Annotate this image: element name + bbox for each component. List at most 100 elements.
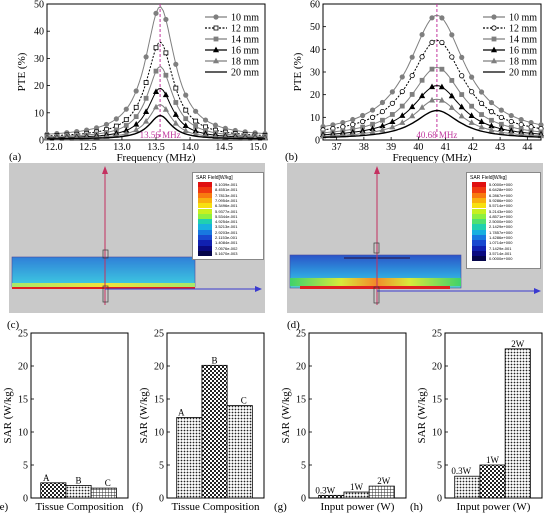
data-point <box>491 25 497 31</box>
legend-entry: 14 mm <box>205 35 259 46</box>
series-18-mm <box>319 96 545 139</box>
x-tick-label: 14.5 <box>215 142 233 153</box>
data-point <box>133 126 140 133</box>
series-line <box>323 109 541 138</box>
sar-legend-value: 5.2143e+000 <box>489 208 513 214</box>
y-tick-label: 10 <box>432 428 442 439</box>
bar-label: A <box>178 407 185 417</box>
y-tick-label: 40 <box>34 27 44 38</box>
legend-label: 16 mm <box>231 46 259 57</box>
data-point <box>163 72 169 78</box>
pte-chart-40mhz: 37 38 39 40 41 42 43 44 0 10 20 30 40 50 60 Frequency (… <box>285 0 545 164</box>
sar-bar-chart-e: 0 5 10 15 20 25 Tissue Composition SAR (W/kg) A B… <box>0 329 129 513</box>
legend-entry: 10 mm <box>483 13 537 24</box>
sar-legend-value: 6.3496e-001 <box>215 203 238 209</box>
bar-label: 1W <box>486 455 500 465</box>
data-point <box>123 117 129 123</box>
sar-legend-swatch <box>198 192 212 198</box>
data-point <box>213 25 219 31</box>
y-tick-label: 20 <box>34 81 44 92</box>
data-point <box>133 121 140 127</box>
sar-legend-value: 5.5344e-001 <box>215 213 238 219</box>
data-point <box>438 96 445 103</box>
data-point <box>458 103 465 110</box>
data-point <box>369 114 376 120</box>
data-point <box>409 54 415 60</box>
y-tick-label: 30 <box>310 68 320 79</box>
data-point <box>182 127 189 133</box>
bar-label: 2W <box>511 339 525 349</box>
x-tick-label: 37 <box>332 142 342 153</box>
data-point <box>491 14 497 20</box>
data-point <box>172 119 179 126</box>
data-point <box>429 39 435 46</box>
data-point <box>419 77 425 83</box>
pte-chart-13mhz: 12.0 12.5 13.0 13.5 14.0 14.5 15.0 0 10 20 30 40 50 F… <box>9 0 269 164</box>
data-point <box>448 92 455 99</box>
data-point <box>449 54 455 60</box>
y-tick-label: 25 <box>18 329 28 340</box>
y-axis-label: SAR (W/kg) <box>416 387 428 443</box>
bar <box>479 464 506 499</box>
sar-legend-swatch <box>198 245 212 251</box>
legend-entry: 14 mm <box>483 35 537 46</box>
data-point <box>183 92 189 98</box>
data-point <box>419 54 425 60</box>
sar-legend-value: 1.7857e+000 <box>489 229 513 235</box>
data-point <box>212 46 220 53</box>
sar-legend-swatch <box>198 250 212 257</box>
sar-legend-swatch <box>472 197 486 204</box>
data-point <box>103 121 110 128</box>
data-point <box>478 89 485 95</box>
bar <box>90 487 117 499</box>
sar-legend-value: 6.6428e+000 <box>489 187 513 193</box>
sar-legend-value: 5.5714e+000 <box>489 203 513 209</box>
resonance-annotation: 40.68 MHz <box>416 130 457 140</box>
data-point <box>488 109 495 115</box>
y-tick-label: 20 <box>432 362 442 373</box>
y-tick-label: 10 <box>310 113 320 124</box>
y-tick-label: 5 <box>23 461 28 472</box>
sar-legend-swatch <box>472 182 486 188</box>
x-tick-label: 42 <box>468 142 478 153</box>
series-20-mm <box>47 114 265 140</box>
sar-legend-value: 2.5000e+000 <box>489 219 513 225</box>
sar-legend-value: 5.1670e-003 <box>215 250 238 256</box>
y-tick-label: 15 <box>154 395 164 406</box>
data-point <box>409 92 415 97</box>
sar-bar-chart-f: 0 5 10 15 20 25 Tissue Composition SAR (W/kg) A B… <box>132 329 265 513</box>
data-point <box>389 123 396 130</box>
data-point <box>469 89 475 95</box>
data-point <box>113 116 119 122</box>
data-point <box>469 103 475 109</box>
data-point <box>490 57 498 64</box>
data-point <box>143 95 149 101</box>
data-point <box>429 15 435 21</box>
sar-legend-value: 5.0000e+000 <box>489 182 513 187</box>
data-point <box>429 66 435 72</box>
bar-label: B <box>76 475 82 485</box>
x-tick-label: 39 <box>386 142 396 153</box>
series-20-mm <box>323 109 541 138</box>
sar-legend-swatch <box>198 219 212 225</box>
sar-legend-value: 0.0000e+000 <box>489 256 513 262</box>
bar <box>454 475 481 499</box>
sar-legend-swatch <box>198 240 212 246</box>
panel-label: (c) <box>7 319 20 331</box>
sar-legend-swatch <box>472 245 486 251</box>
data-point <box>490 46 498 53</box>
y-tick-label: 20 <box>154 362 164 373</box>
data-point <box>479 112 484 117</box>
data-point <box>153 68 159 74</box>
bar-label: 0.3W <box>451 466 471 476</box>
y-tick-label: 10 <box>154 428 164 439</box>
x-tick-label: 13.0 <box>113 142 131 153</box>
x-tick-label: 43 <box>495 142 505 153</box>
data-point <box>183 107 189 113</box>
data-point <box>193 118 199 124</box>
y-tick-label: 0 <box>301 494 306 505</box>
bar <box>226 405 253 499</box>
y-tick-label: 15 <box>18 395 28 406</box>
legend-label: 20 mm <box>231 68 259 79</box>
data-point <box>152 103 160 110</box>
